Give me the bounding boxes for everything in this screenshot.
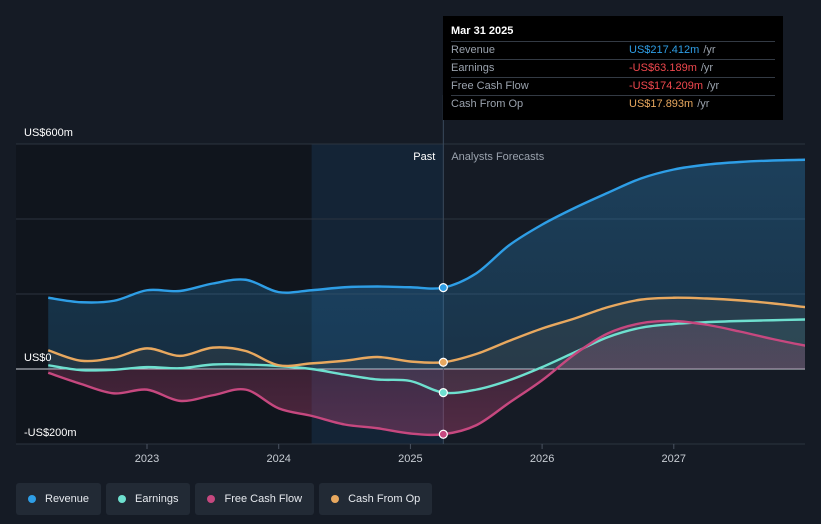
data-point-marker xyxy=(438,388,448,398)
chart-legend: Revenue Earnings Free Cash Flow Cash Fro… xyxy=(16,483,433,515)
tooltip-value: US$217.412m xyxy=(629,44,700,56)
legend-dot-icon xyxy=(28,495,36,503)
legend-label: Free Cash Flow xyxy=(224,493,303,505)
data-point-marker xyxy=(438,429,448,439)
series-line-cash-from-op xyxy=(47,296,805,368)
legend-item-cash-from-op[interactable]: Cash From Op xyxy=(319,483,433,515)
legend-item-free-cash-flow[interactable]: Free Cash Flow xyxy=(195,483,315,515)
tooltip-row-earnings: Earnings -US$63.189m /yr xyxy=(451,59,775,77)
data-point-marker xyxy=(438,283,448,293)
y-tick-label: US$0 xyxy=(24,352,52,364)
x-tick-label: 2023 xyxy=(135,453,159,465)
x-tick-label: 2027 xyxy=(662,453,686,465)
series-line-earnings xyxy=(48,318,805,395)
series-area-free-cash-flow xyxy=(48,320,805,435)
legend-dot-icon xyxy=(331,495,340,503)
tooltip-row-cash-from-op: Cash From Op US$17.893m /yr xyxy=(451,95,775,113)
legend-dot-icon xyxy=(118,495,127,503)
y-tick-label: -US$200m xyxy=(24,427,77,439)
tooltip-label: Revenue xyxy=(451,44,496,56)
tooltip-label: Free Cash Flow xyxy=(451,80,529,92)
forecast-label: Analysts Forecasts xyxy=(451,151,544,163)
tooltip-row-revenue: Revenue US$217.412m /yr xyxy=(451,41,775,59)
tooltip-unit: /yr xyxy=(697,98,710,110)
tooltip-unit: /yr xyxy=(703,44,716,56)
tooltip-row-free-cash-flow: Free Cash Flow -US$174.209m /yr xyxy=(451,77,775,95)
tooltip-label: Earnings xyxy=(451,62,495,74)
tooltip-unit: /yr xyxy=(707,80,720,92)
series-area-revenue xyxy=(48,159,805,369)
tooltip-value: -US$63.189m xyxy=(629,62,697,74)
legend-label: Revenue xyxy=(45,493,90,505)
tooltip-value: US$17.893m xyxy=(629,98,694,110)
legend-label: Earnings xyxy=(135,493,179,505)
data-point-marker xyxy=(438,357,448,367)
legend-label: Cash From Op xyxy=(348,493,421,505)
legend-item-earnings[interactable]: Earnings xyxy=(106,483,191,515)
data-tooltip: Mar 31 2025 Revenue US$217.412m /yr Earn… xyxy=(443,16,783,120)
tooltip-unit: /yr xyxy=(700,62,714,74)
y-tick-label: US$600m xyxy=(24,127,73,139)
legend-dot-icon xyxy=(207,495,216,503)
tooltip-value: -US$174.209m xyxy=(629,80,703,92)
x-tick-label: 2024 xyxy=(266,453,290,465)
series-area-cash-from-op xyxy=(48,297,805,369)
series-line-revenue xyxy=(48,158,805,304)
series-line-free-cash-flow xyxy=(47,319,805,437)
past-label: Past xyxy=(413,151,435,163)
legend-item-revenue[interactable]: Revenue xyxy=(16,483,102,515)
tooltip-date: Mar 31 2025 xyxy=(451,25,514,37)
x-tick-label: 2026 xyxy=(530,453,554,465)
tooltip-label: Cash From Op xyxy=(451,98,524,110)
x-tick-label: 2025 xyxy=(398,453,422,465)
